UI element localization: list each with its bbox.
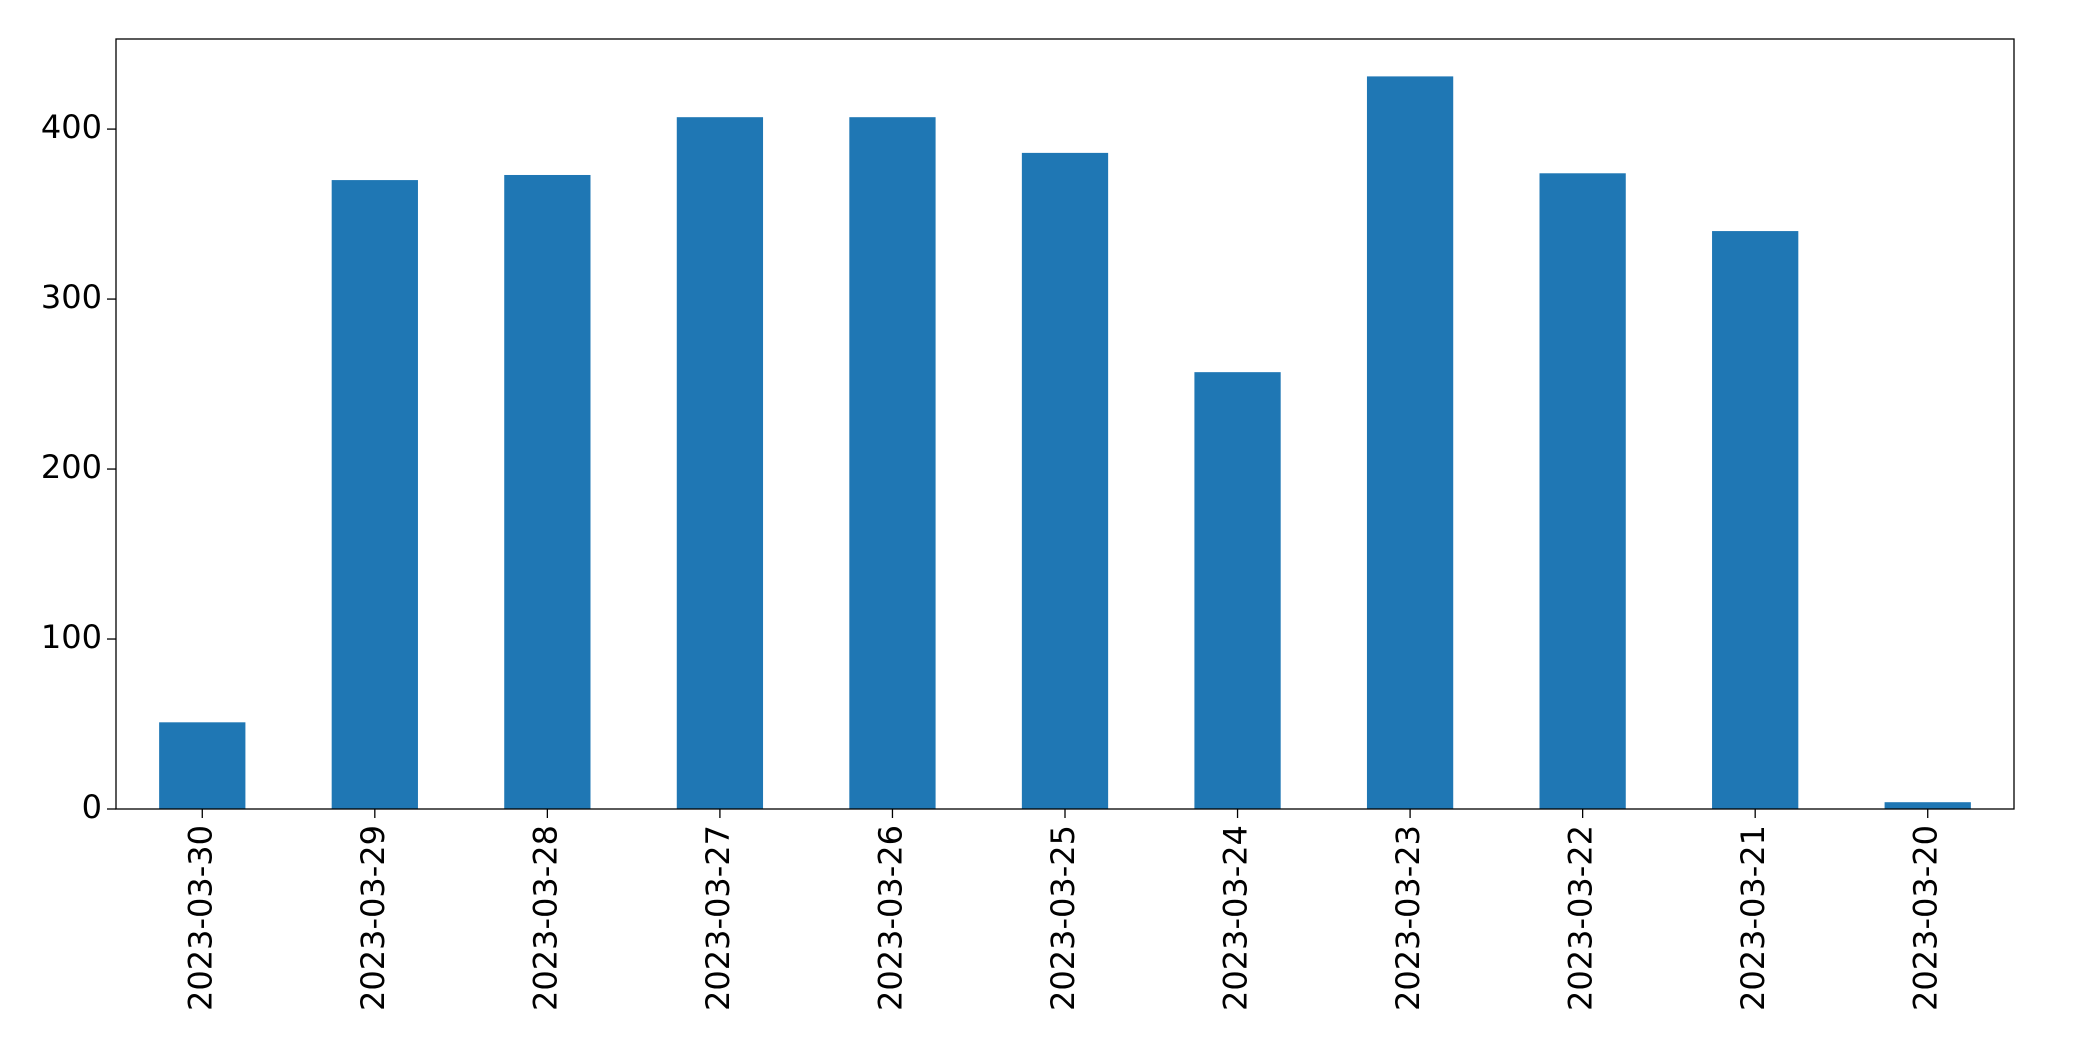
bar xyxy=(1884,802,1971,809)
x-tick-label: 2023-03-28 xyxy=(526,825,564,1011)
y-tick-label: 100 xyxy=(41,618,102,656)
y-tick-label: 0 xyxy=(82,788,102,826)
bar xyxy=(849,117,936,810)
bar xyxy=(504,174,591,809)
x-tick-label: 2023-03-20 xyxy=(1907,825,1945,1011)
bar xyxy=(1539,173,1626,809)
bar xyxy=(1712,231,1799,809)
y-tick-label: 200 xyxy=(41,448,102,486)
x-tick-label: 2023-03-23 xyxy=(1389,825,1427,1011)
x-tick-label: 2023-03-30 xyxy=(181,825,219,1011)
x-tick-label: 2023-03-25 xyxy=(1044,825,1082,1011)
bar xyxy=(1021,152,1109,810)
bar xyxy=(1194,372,1281,809)
x-tick-label: 2023-03-27 xyxy=(699,825,737,1011)
bar xyxy=(159,722,246,809)
x-tick-label: 2023-03-24 xyxy=(1217,825,1255,1011)
bar xyxy=(1366,76,1454,809)
bar xyxy=(331,180,418,810)
x-tick-label: 2023-03-21 xyxy=(1734,825,1772,1011)
y-tick-label: 400 xyxy=(41,108,102,146)
bar xyxy=(676,117,764,810)
x-tick-label: 2023-03-22 xyxy=(1562,825,1600,1011)
x-tick-label: 2023-03-26 xyxy=(871,825,909,1011)
x-tick-label: 2023-03-29 xyxy=(354,825,392,1011)
y-tick-label: 300 xyxy=(41,278,102,316)
plot-frame xyxy=(115,38,2015,810)
